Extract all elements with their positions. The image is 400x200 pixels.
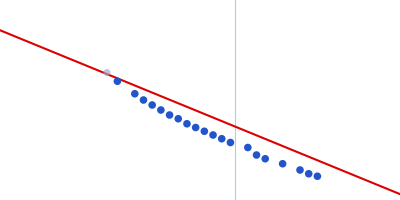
Point (280, 162, 286, 165)
Point (306, 172, 312, 175)
Point (201, 130, 208, 133)
Point (140, 98, 147, 102)
Point (166, 113, 173, 117)
Point (132, 92, 138, 95)
Point (114, 80, 120, 83)
Point (245, 146, 251, 149)
Point (184, 122, 190, 125)
Point (175, 117, 182, 120)
Point (262, 157, 268, 160)
Point (253, 153, 260, 157)
Point (149, 103, 155, 107)
Point (192, 126, 199, 129)
Point (218, 137, 225, 140)
Point (158, 108, 164, 112)
Point (210, 133, 216, 137)
Point (227, 141, 234, 144)
Point (297, 168, 303, 172)
Point (104, 71, 110, 74)
Point (314, 175, 320, 178)
